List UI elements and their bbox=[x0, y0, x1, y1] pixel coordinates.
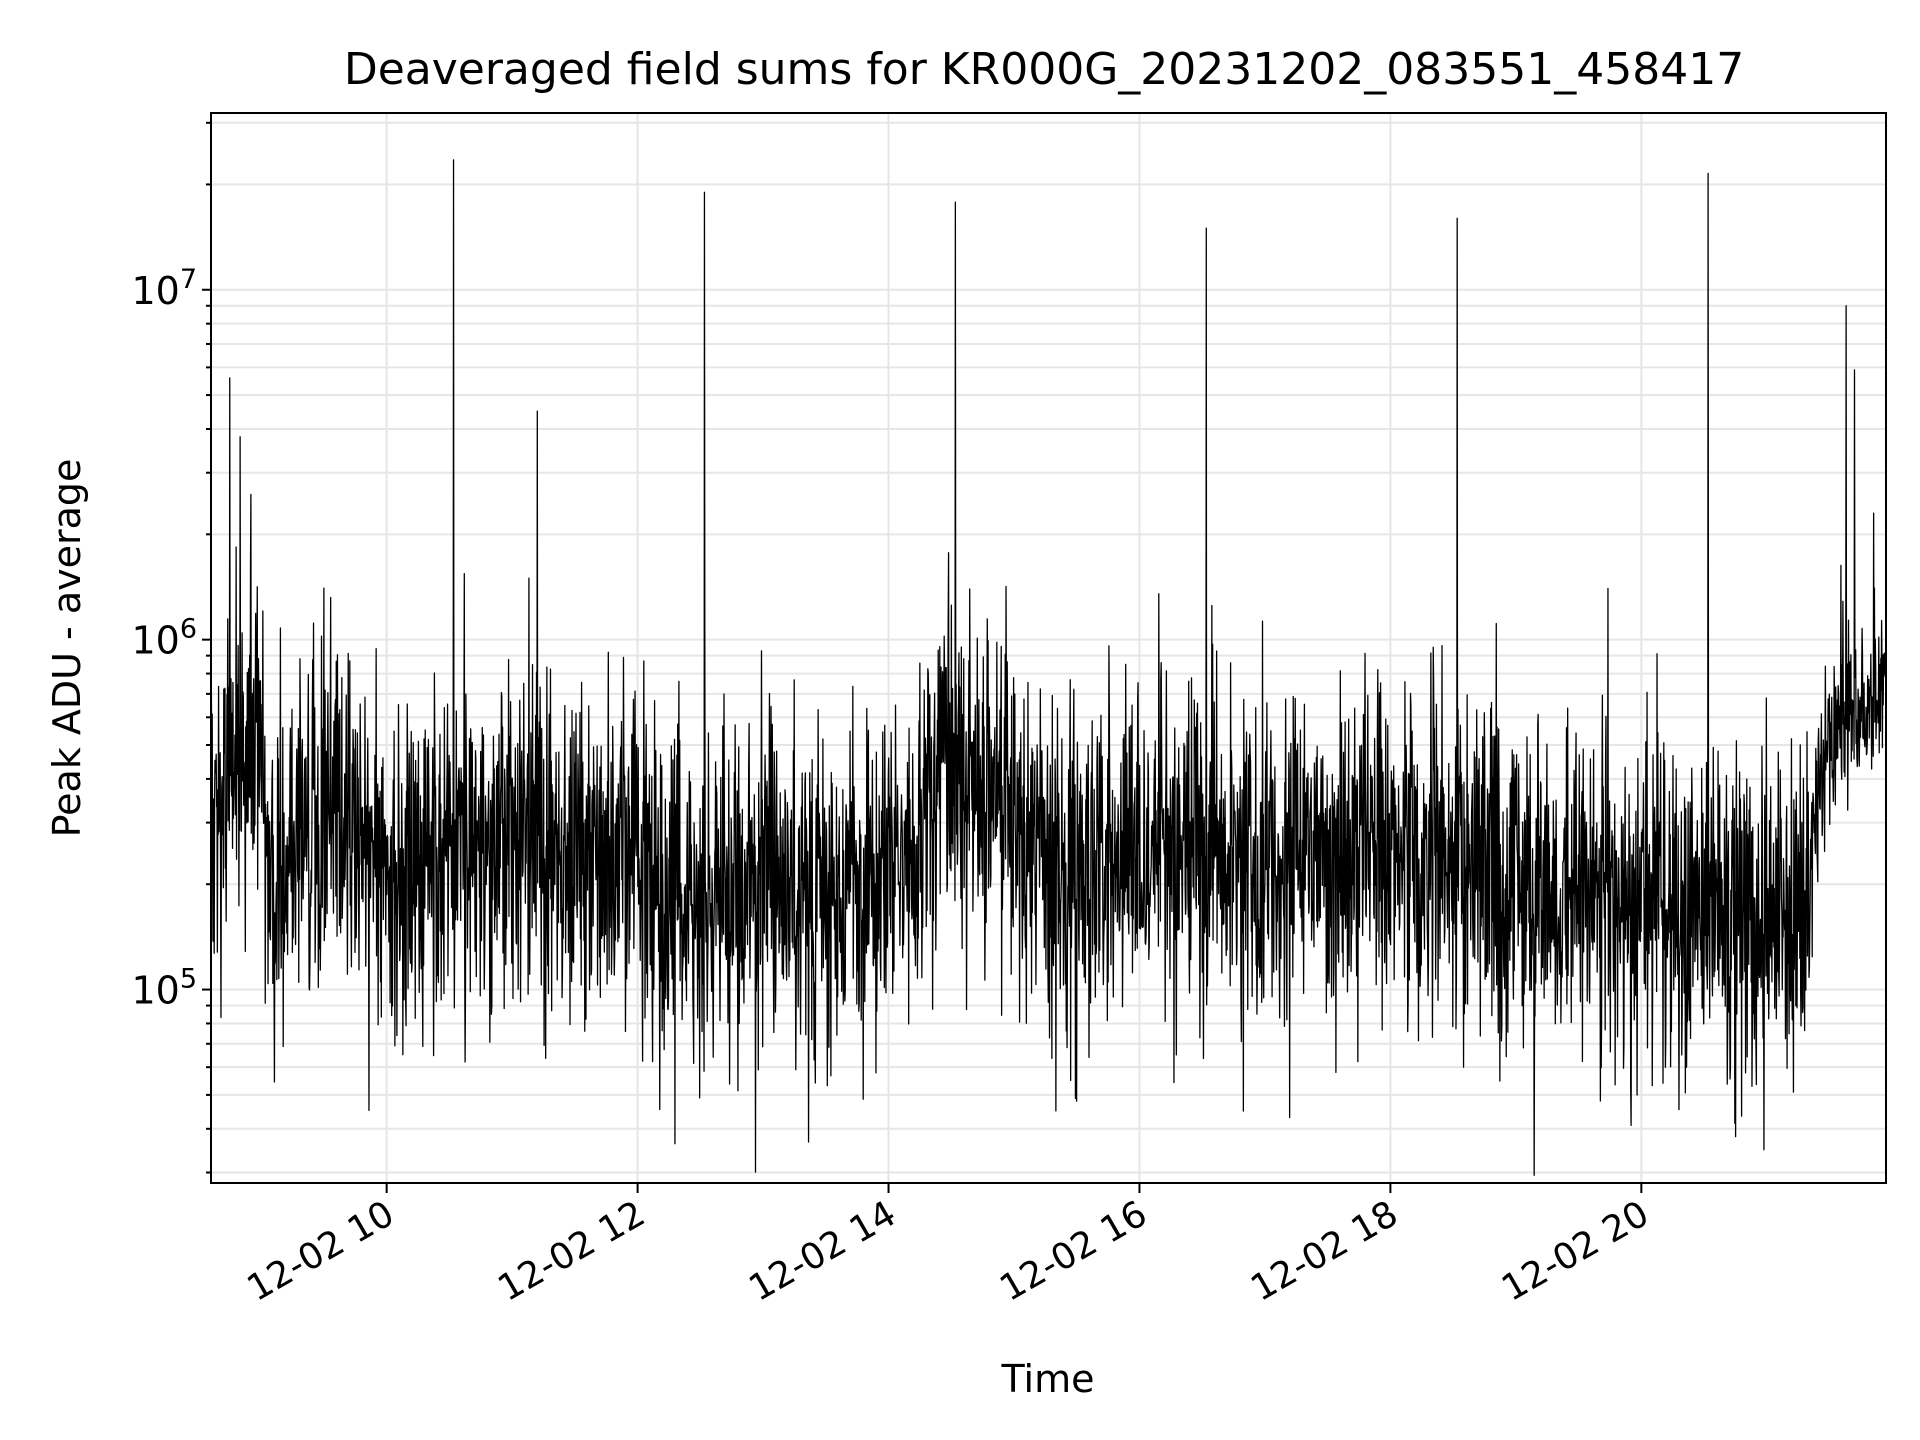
y-axis-label: Peak ADU - average bbox=[45, 459, 89, 838]
plot-frame bbox=[210, 112, 1887, 1184]
y-tick-label-base: 10 bbox=[131, 619, 179, 663]
y-tick-label: 107 bbox=[131, 264, 197, 313]
series-line bbox=[211, 159, 1886, 1176]
chart-title: Deaveraged field sums for KR000G_2023120… bbox=[344, 44, 1744, 95]
y-tick-label-exponent: 5 bbox=[180, 964, 197, 995]
y-tick-label-base: 10 bbox=[131, 269, 179, 313]
y-tick-label-exponent: 7 bbox=[180, 264, 197, 295]
x-axis-label: Time bbox=[1001, 1357, 1095, 1401]
y-tick-label: 105 bbox=[131, 964, 197, 1013]
y-tick-label-exponent: 6 bbox=[180, 614, 197, 645]
y-tick-label: 106 bbox=[131, 614, 197, 663]
y-tick-label-base: 10 bbox=[131, 969, 179, 1013]
data-series bbox=[211, 159, 1886, 1176]
